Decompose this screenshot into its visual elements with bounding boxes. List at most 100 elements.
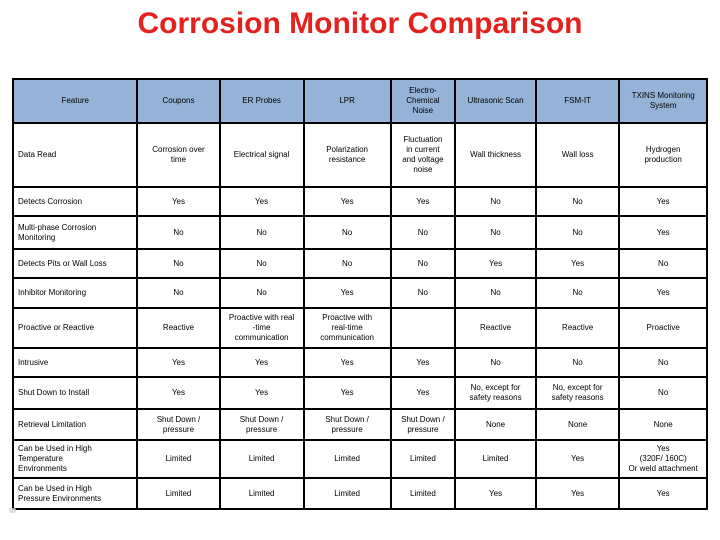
- page-title: Corrosion Monitor Comparison: [137, 7, 583, 40]
- value-cell: No: [534, 186, 621, 217]
- value-cell: No: [389, 277, 457, 309]
- table-row: Detects Corrosion Yes Yes Yes Yes No No Yes: [11, 186, 708, 217]
- table-row: Shut Down to Install Yes Yes Yes Yes No, exce…: [11, 376, 708, 410]
- table-row: Detects Pits or Wall Loss No No No No Yes Yes N…: [11, 248, 708, 279]
- value-cell: Yes: [136, 186, 221, 217]
- value-cell: No: [618, 347, 708, 378]
- value-cell: Yes: [534, 439, 621, 479]
- value-cell: Yes: [454, 248, 537, 279]
- table-row: Retrieval Limitation Shut Down / pressure…: [11, 408, 708, 441]
- value-cell: Shut Down / pressure: [389, 408, 457, 441]
- value-cell: None: [454, 408, 537, 441]
- column-header-7: TXINS Monitoring System: [618, 78, 708, 124]
- value-cell: Yes: [302, 277, 392, 309]
- value-cell: None: [618, 408, 708, 441]
- value-cell: Limited: [302, 439, 392, 479]
- value-cell: Corrosion over time: [136, 122, 221, 188]
- value-cell: No: [454, 277, 537, 309]
- feature-cell: Multi-phase Corrosion Monitoring: [11, 215, 139, 250]
- value-cell: [389, 307, 457, 349]
- value-cell: Yes: [618, 186, 708, 217]
- value-cell: Limited: [454, 439, 537, 479]
- value-cell: No: [218, 277, 305, 309]
- value-cell: No, except for safety reasons: [534, 376, 621, 410]
- feature-cell: Data Read: [11, 122, 139, 188]
- value-cell: Limited: [136, 439, 221, 479]
- value-cell: No: [454, 186, 537, 217]
- value-cell: No: [534, 347, 621, 378]
- comparison-table: Feature Coupons ER Probes LPR Electro- Chemi…: [11, 78, 708, 510]
- value-cell: None: [534, 408, 621, 441]
- value-cell: Polarization resistance: [302, 122, 392, 188]
- value-cell: No: [618, 376, 708, 410]
- column-header-5: Ultrasonic Scan: [454, 78, 537, 124]
- header-row: Feature Coupons ER Probes LPR Electro- Chemi…: [11, 78, 708, 124]
- table-row: Proactive or Reactive Reactive Proactive w…: [11, 307, 708, 349]
- value-cell: No: [454, 347, 537, 378]
- feature-cell: Detects Pits or Wall Loss: [11, 248, 139, 279]
- value-cell: Yes: [618, 215, 708, 250]
- column-header-6: FSM-IT: [534, 78, 621, 124]
- value-cell: Proactive with real -time communication: [218, 307, 305, 349]
- value-cell: No: [218, 215, 305, 250]
- value-cell: Electrical signal: [218, 122, 305, 188]
- value-cell: Yes: [302, 186, 392, 217]
- value-cell: Limited: [302, 477, 392, 510]
- value-cell: Yes: [136, 347, 221, 378]
- value-cell: Yes: [389, 186, 457, 217]
- value-cell: Yes: [218, 376, 305, 410]
- value-cell: No: [534, 277, 621, 309]
- table-header: Feature Coupons ER Probes LPR Electro- Chemi…: [11, 78, 708, 124]
- value-cell: Yes (320F/ 160C) Or weld attachment: [618, 439, 708, 479]
- feature-cell: Can be Used in High Pressure Environment…: [11, 477, 139, 510]
- column-header-3: LPR: [302, 78, 392, 124]
- value-cell: Yes: [302, 376, 392, 410]
- value-cell: No: [454, 215, 537, 250]
- value-cell: Reactive: [136, 307, 221, 349]
- value-cell: No: [218, 248, 305, 279]
- value-cell: Wall loss: [534, 122, 621, 188]
- value-cell: No, except for safety reasons: [454, 376, 537, 410]
- value-cell: Hydrogen production: [618, 122, 708, 188]
- value-cell: Yes: [136, 376, 221, 410]
- value-cell: Limited: [389, 439, 457, 479]
- value-cell: Proactive with real-time communication: [302, 307, 392, 349]
- value-cell: Yes: [618, 277, 708, 309]
- value-cell: No: [389, 215, 457, 250]
- value-cell: No: [136, 277, 221, 309]
- value-cell: Limited: [218, 477, 305, 510]
- value-cell: Limited: [218, 439, 305, 479]
- table-row: Intrusive Yes Yes Yes Yes No No No: [11, 347, 708, 378]
- value-cell: No: [618, 248, 708, 279]
- value-cell: Yes: [389, 347, 457, 378]
- value-cell: Shut Down / pressure: [302, 408, 392, 441]
- value-cell: Yes: [389, 376, 457, 410]
- table-row: Can be Used in High Temperature Environm…: [11, 439, 708, 479]
- value-cell: Shut Down / pressure: [218, 408, 305, 441]
- value-cell: Yes: [302, 347, 392, 378]
- feature-cell: Retrieval Limitation: [11, 408, 139, 441]
- table-body: Data Read Corrosion over time Electrical s…: [11, 122, 708, 510]
- value-cell: Proactive: [618, 307, 708, 349]
- feature-cell: Shut Down to Install: [11, 376, 139, 410]
- table-row: Can be Used in High Pressure Environment…: [11, 477, 708, 510]
- value-cell: Yes: [534, 248, 621, 279]
- value-cell: No: [389, 248, 457, 279]
- value-cell: Reactive: [534, 307, 621, 349]
- value-cell: No: [136, 215, 221, 250]
- slide-artifact-dot: [9, 508, 16, 513]
- value-cell: Yes: [218, 347, 305, 378]
- feature-cell: Can be Used in High Temperature Environm…: [11, 439, 139, 479]
- value-cell: No: [302, 248, 392, 279]
- value-cell: Yes: [454, 477, 537, 510]
- value-cell: Yes: [618, 477, 708, 510]
- feature-cell: Intrusive: [11, 347, 139, 378]
- table-row: Multi-phase Corrosion Monitoring No No No No…: [11, 215, 708, 250]
- value-cell: Yes: [534, 477, 621, 510]
- value-cell: Limited: [136, 477, 221, 510]
- column-header-2: ER Probes: [218, 78, 305, 124]
- value-cell: Fluctuation in current and voltage noise: [389, 122, 457, 188]
- value-cell: No: [302, 215, 392, 250]
- value-cell: Yes: [218, 186, 305, 217]
